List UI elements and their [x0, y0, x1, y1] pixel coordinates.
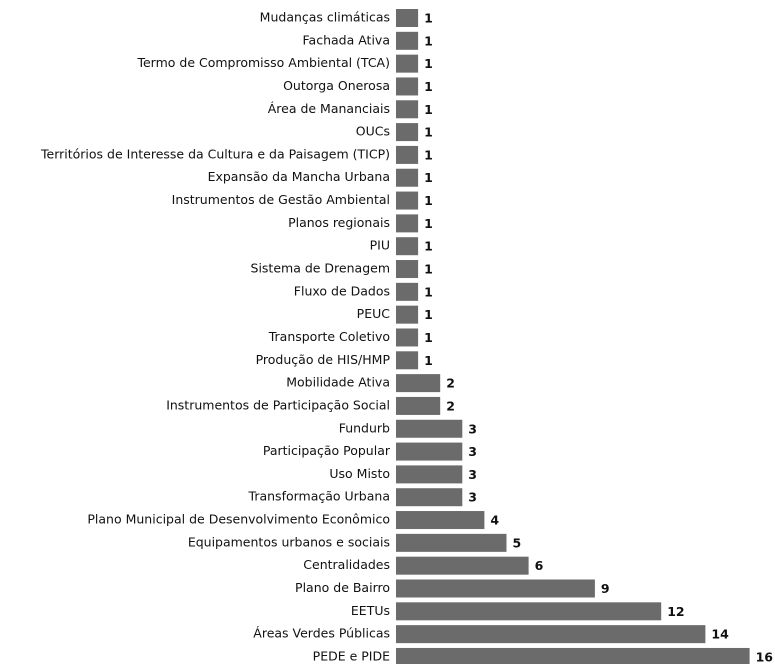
value-label: 1: [424, 125, 433, 140]
value-label: 1: [424, 79, 433, 94]
value-label: 1: [424, 170, 433, 185]
value-label: 12: [667, 604, 684, 619]
value-label: 14: [711, 627, 729, 642]
value-label: 2: [446, 398, 455, 413]
category-label: Uso Misto: [329, 466, 390, 481]
value-label: 1: [424, 262, 433, 277]
value-label: 1: [424, 239, 433, 254]
category-label: Mobilidade Ativa: [286, 375, 390, 390]
value-label: 9: [601, 581, 610, 596]
bar: [396, 374, 441, 393]
value-label: 1: [424, 33, 433, 48]
bar: [396, 442, 463, 461]
category-label: PEDE e PIDE: [313, 648, 390, 663]
category-label: Instrumentos de Participação Social: [166, 397, 390, 412]
category-label: EETUs: [351, 603, 390, 618]
bar: [396, 260, 419, 279]
bar: [396, 579, 595, 598]
bar: [396, 100, 419, 119]
category-label: Outorga Onerosa: [283, 78, 390, 93]
bar: [396, 77, 419, 96]
value-label: 1: [424, 56, 433, 71]
bar: [396, 9, 419, 27]
bar: [396, 237, 419, 256]
value-label: 1: [424, 193, 433, 208]
category-label: Territórios de Interesse da Cultura e da…: [40, 146, 390, 161]
category-label: Instrumentos de Gestão Ambiental: [172, 192, 390, 207]
value-label: 3: [468, 421, 477, 436]
bar: [396, 533, 507, 552]
bar: [396, 31, 419, 50]
category-label: Transporte Coletivo: [268, 329, 390, 344]
category-label: Fachada Ativa: [303, 32, 391, 47]
bar: [396, 465, 463, 484]
bar: [396, 647, 750, 664]
category-label: Mudanças climáticas: [260, 10, 390, 25]
bar: [396, 282, 419, 301]
bar: [396, 168, 419, 187]
category-label: Termo de Compromisso Ambiental (TCA): [136, 55, 390, 70]
bar: [396, 305, 419, 324]
value-label: 1: [424, 307, 433, 322]
category-label: Fundurb: [339, 420, 390, 435]
category-label: Sistema de Drenagem: [251, 261, 390, 276]
value-label: 3: [468, 490, 477, 505]
bar: [396, 625, 706, 644]
bar: [396, 396, 441, 415]
category-label: Centralidades: [303, 557, 390, 572]
value-label: 3: [468, 444, 477, 459]
bar: [396, 351, 419, 370]
category-label: Plano de Bairro: [295, 580, 390, 595]
bar: [396, 488, 463, 507]
category-label: OUCs: [356, 124, 390, 139]
bar: [396, 419, 463, 438]
value-label: 1: [424, 284, 433, 299]
bar: [396, 54, 419, 73]
category-label: Fluxo de Dados: [294, 283, 390, 298]
bar: [396, 328, 419, 347]
value-label: 6: [535, 558, 544, 573]
bar: [396, 123, 419, 142]
bar: [396, 145, 419, 164]
bar: [396, 556, 529, 575]
value-label: 4: [490, 513, 499, 528]
category-label: Produção de HIS/HMP: [256, 352, 391, 367]
category-label: Área de Mananciais: [268, 101, 390, 116]
bar: [396, 191, 419, 210]
category-label: Planos regionais: [288, 215, 390, 230]
value-label: 1: [424, 216, 433, 231]
bar: [396, 602, 662, 621]
value-label: 5: [513, 535, 522, 550]
value-label: 1: [424, 102, 433, 117]
category-label: PEUC: [357, 306, 391, 321]
category-label: Transformação Urbana: [248, 489, 390, 504]
category-label: Equipamentos urbanos e sociais: [188, 534, 390, 549]
category-label: Expansão da Mancha Urbana: [208, 169, 390, 184]
value-label: 1: [424, 147, 433, 162]
value-label: 1: [424, 330, 433, 345]
value-label: 16: [756, 649, 774, 664]
value-label: 3: [468, 467, 477, 482]
category-label: Participação Popular: [263, 443, 391, 458]
category-label: Áreas Verdes Públicas: [253, 626, 390, 641]
category-label: PIU: [370, 238, 390, 253]
category-label: Plano Municipal de Desenvolvimento Econô…: [87, 512, 390, 527]
value-label: 1: [424, 11, 433, 26]
bar: [396, 214, 419, 233]
bar: [396, 511, 485, 530]
value-label: 1: [424, 353, 433, 368]
value-label: 2: [446, 376, 455, 391]
